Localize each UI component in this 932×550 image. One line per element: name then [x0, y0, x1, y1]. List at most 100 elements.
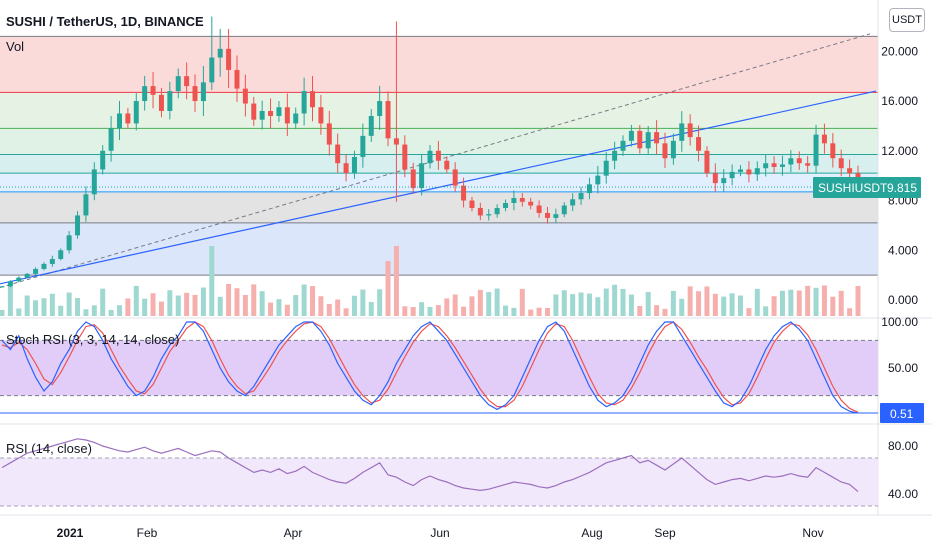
candle-body [586, 184, 592, 194]
candle-body [620, 140, 626, 151]
stoch-rsi-label[interactable]: Stoch RSI (3, 3, 14, 14, close) [6, 332, 179, 347]
time-axis-label: Jun [430, 526, 449, 540]
volume-bar [293, 295, 299, 316]
volume-bar [754, 288, 760, 316]
volume-bar [368, 302, 374, 316]
volume-bar [763, 306, 769, 316]
candle-body [544, 212, 550, 218]
candle-body [49, 258, 55, 264]
volume-bar [360, 289, 366, 316]
rsi-label[interactable]: RSI (14, close) [6, 441, 92, 456]
volume-bar [7, 286, 13, 316]
volume-bar [603, 288, 609, 316]
candle-body [268, 110, 274, 116]
volume-bar [662, 308, 668, 316]
volume-bar [645, 291, 651, 316]
volume-bar [486, 292, 492, 316]
candle-body [360, 135, 366, 157]
candle-body [444, 160, 450, 170]
volume-bar [226, 284, 232, 316]
volume-bar [91, 305, 97, 316]
volume-bar [0, 310, 5, 316]
volume-bar [612, 284, 618, 316]
candle-body [293, 113, 299, 124]
candle-body [184, 76, 190, 87]
candle-body [763, 163, 769, 169]
candle-body [729, 171, 735, 179]
candle-body [679, 123, 685, 141]
rsi-axis[interactable]: 80.00 40.00 [888, 439, 918, 501]
candle-body [771, 163, 777, 167]
volume-bar [586, 293, 592, 316]
volume-bar [830, 296, 836, 316]
volume-bar [217, 296, 223, 316]
time-axis-label: Feb [137, 526, 158, 540]
fib-zone [0, 191, 878, 223]
volume-bar [519, 288, 525, 316]
candle-body [503, 203, 509, 208]
candle-body [377, 101, 383, 116]
candle-body [41, 263, 47, 269]
stoch-axis[interactable]: 100.00 50.00 [881, 315, 918, 375]
volume-bar [58, 305, 64, 316]
volume-bar [712, 293, 718, 316]
candle-body [226, 48, 232, 70]
volume-bar [813, 287, 819, 316]
volume-bar [687, 286, 693, 316]
rsi-pane[interactable] [0, 438, 878, 507]
volume-bar [855, 286, 861, 316]
volume-bar [284, 304, 290, 316]
currency-button[interactable]: USDT [889, 8, 925, 32]
candle-body [528, 201, 534, 206]
candle-body [746, 169, 752, 175]
candle-body [326, 123, 332, 145]
price-axis-label: 20.000 [881, 44, 918, 58]
volume-bar [477, 289, 483, 316]
price-pane[interactable] [0, 16, 878, 316]
candle-body [402, 144, 408, 170]
volume-bar [452, 294, 458, 316]
rsi-axis-label: 80.00 [888, 439, 918, 453]
volume-bar [242, 294, 248, 316]
volume-bar [125, 298, 131, 316]
candle-body [75, 215, 81, 236]
volume-bar [721, 296, 727, 316]
stoch-axis-label: 50.00 [888, 361, 918, 375]
price-axis-label: 4.000 [888, 243, 918, 257]
time-axis[interactable]: 2021 Feb Apr Jun Aug Sep Nov [57, 526, 824, 540]
volume-bar [595, 297, 601, 316]
candle-body [486, 214, 492, 216]
volume-bar [192, 294, 198, 316]
volume-bar [100, 288, 106, 316]
stoch-axis-label: 100.00 [881, 315, 918, 329]
candle-body [368, 115, 374, 136]
candle-body [133, 101, 139, 124]
fib-zone [0, 222, 878, 276]
price-axis-label: 0.000 [888, 293, 918, 307]
candlesticks [0, 16, 861, 288]
rsi-line [1, 438, 859, 493]
candle-body [796, 158, 802, 164]
volume-bar [503, 305, 509, 316]
volume-bar [351, 295, 357, 316]
stoch-rsi-pane[interactable] [0, 321, 878, 414]
candle-body [553, 214, 559, 218]
fib-zone [0, 154, 878, 174]
volume-bar [385, 261, 391, 316]
candle-body [66, 235, 72, 251]
volume-bar [469, 296, 475, 316]
candle-body [830, 143, 836, 159]
chart-title[interactable]: SUSHI / TetherUS, 1D, BINANCE [6, 14, 204, 29]
time-axis-label: Sep [654, 526, 676, 540]
volume-bar [335, 299, 341, 316]
candle-body [612, 150, 618, 161]
volume-bar [553, 294, 559, 316]
volume-bar [184, 292, 190, 316]
volume-bar [16, 308, 22, 316]
candle-body [301, 91, 307, 114]
volume-bar [234, 288, 240, 316]
volume-label[interactable]: Vol [6, 39, 24, 54]
volume-bar [167, 290, 173, 316]
